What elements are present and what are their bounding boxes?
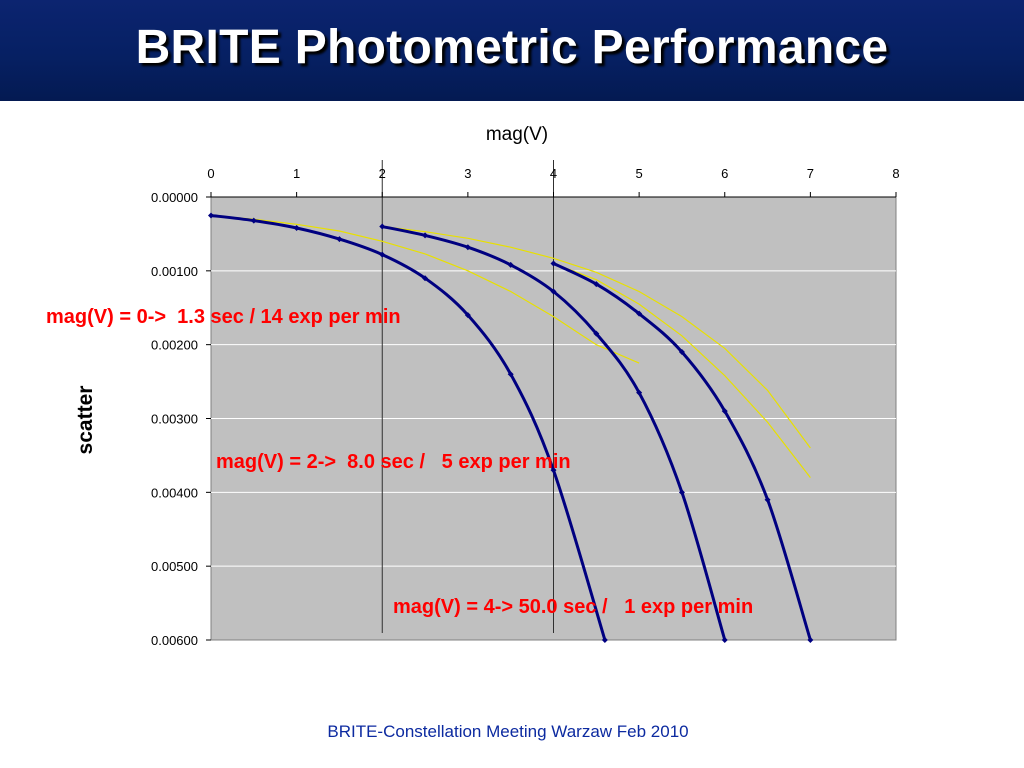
data-point — [208, 212, 214, 219]
slide-footer: BRITE-Constellation Meeting Warzaw Feb 2… — [327, 722, 689, 741]
data-point — [678, 489, 685, 496]
data-point — [550, 288, 557, 295]
data-point — [507, 261, 514, 268]
y-tick-label: 0.00300 — [151, 412, 198, 427]
x-axis-label: mag(V) — [486, 124, 548, 145]
annotation-mag4: mag(V) = 4-> 50.0 sec / 1 exp per min — [393, 596, 754, 618]
data-point — [636, 389, 643, 396]
fit-curve — [382, 225, 811, 449]
y-tick-label: 0.00400 — [151, 485, 198, 500]
annotation-mag2: mag(V) = 2-> 8.0 sec / 5 exp per min — [216, 451, 571, 473]
data-point — [250, 217, 257, 224]
x-tick-label: 5 — [636, 166, 643, 181]
x-tick-label: 2 — [379, 166, 386, 181]
data-point — [721, 637, 728, 643]
data-point — [807, 637, 814, 643]
data-point — [379, 251, 386, 258]
y-tick-label: 0.00500 — [151, 559, 198, 574]
data-point — [422, 275, 429, 282]
x-tick-label: 8 — [892, 166, 899, 181]
x-tick-label: 6 — [721, 166, 728, 181]
y-tick-label: 0.00100 — [151, 264, 198, 279]
x-tick-label: 3 — [464, 166, 471, 181]
data-point — [593, 281, 600, 288]
data-point — [593, 330, 600, 337]
data-point — [422, 232, 429, 239]
title-bar: BRITE Photometric Performance — [0, 0, 1024, 101]
data-point — [379, 223, 386, 230]
data-point — [507, 371, 514, 378]
data-point — [464, 244, 471, 251]
x-tick-label: 1 — [293, 166, 300, 181]
data-point — [721, 408, 728, 415]
data-point — [464, 312, 471, 319]
y-tick-label: 0.00600 — [151, 633, 198, 648]
data-point — [550, 260, 557, 267]
data-point — [678, 349, 685, 356]
data-point — [336, 236, 343, 243]
x-tick-label: 0 — [207, 166, 214, 181]
slide-title: BRITE Photometric Performance — [135, 21, 889, 74]
data-point — [764, 496, 771, 503]
data-point — [550, 467, 557, 474]
annotation-mag0: mag(V) = 0-> 1.3 sec / 14 exp per min — [46, 306, 401, 328]
data-point — [293, 225, 300, 232]
y-tick-label: 0.00200 — [151, 338, 198, 353]
y-axis-label: scatter — [74, 386, 97, 455]
fit-curve — [553, 262, 811, 478]
fit-curve — [210, 214, 640, 364]
data-point — [601, 637, 608, 643]
data-point — [636, 310, 643, 317]
y-tick-label: 0.00000 — [151, 190, 198, 205]
x-tick-label: 4 — [550, 166, 557, 181]
x-tick-label: 7 — [807, 166, 814, 181]
